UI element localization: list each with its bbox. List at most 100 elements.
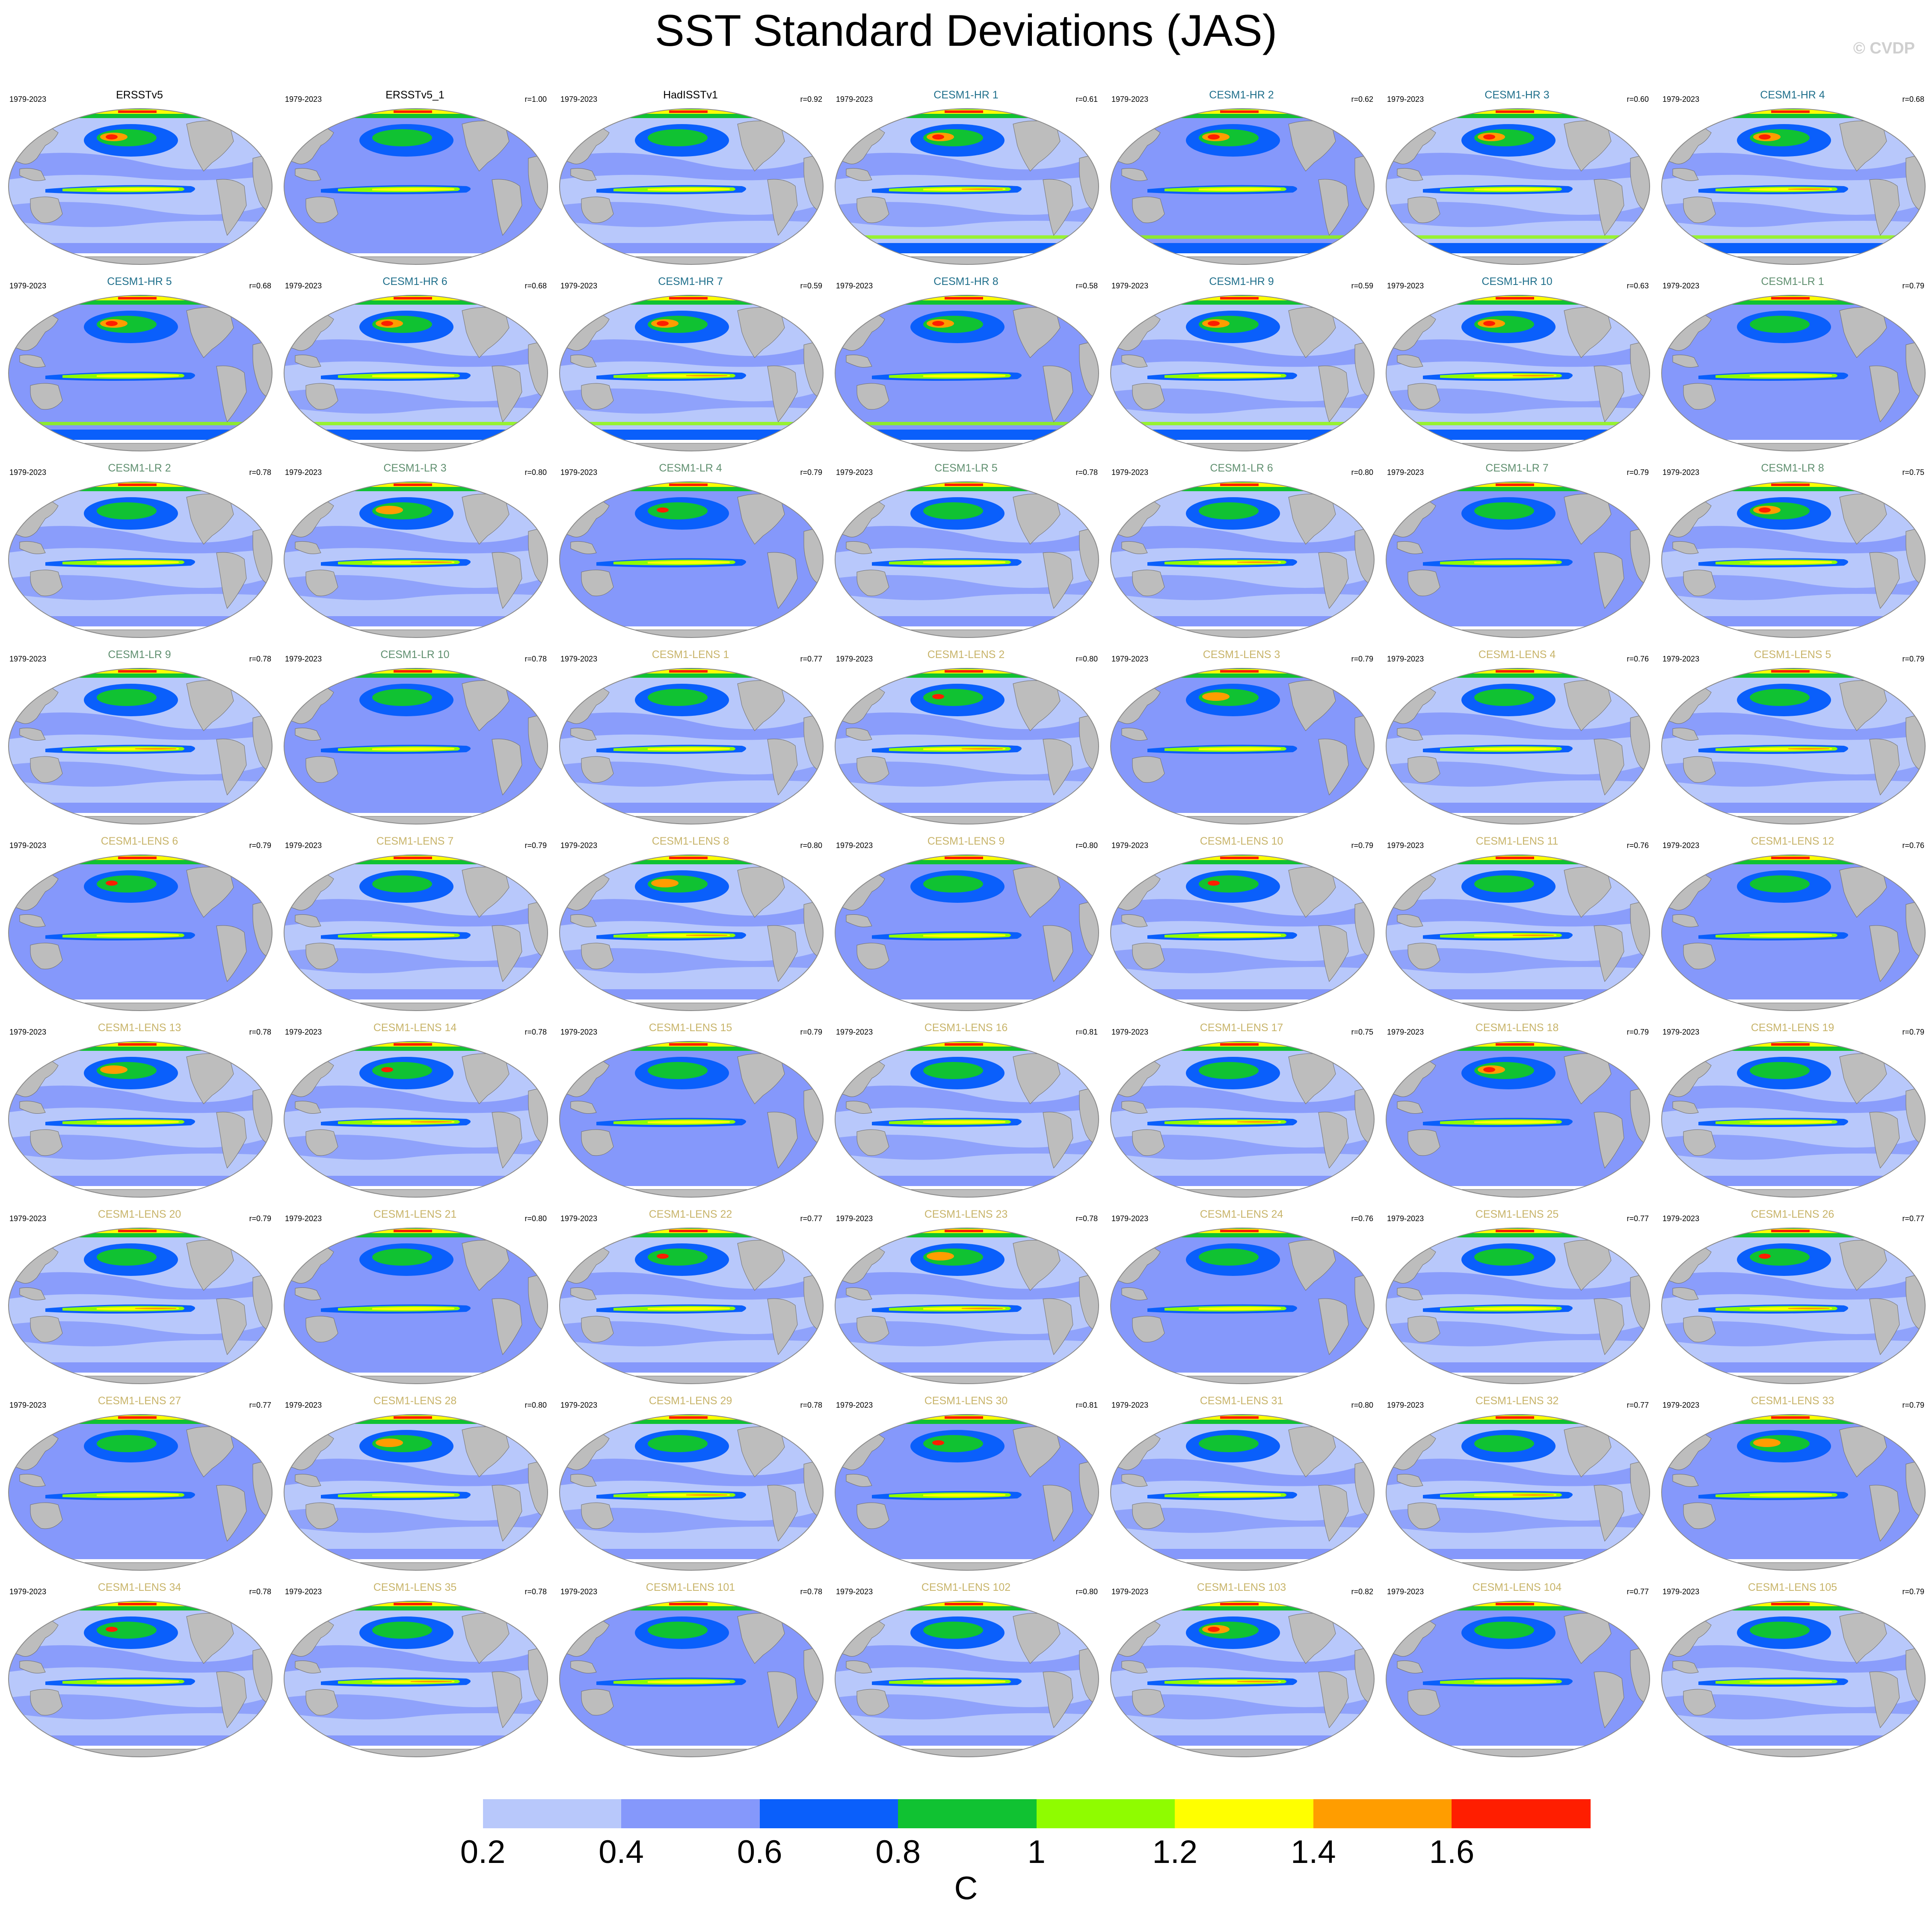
sst-map [284,108,548,265]
watermark: © CVDP [1853,39,1915,57]
panel-period: 1979-2023 [9,95,47,104]
panel-pattern-correlation: r=0.77 [1627,1214,1649,1223]
panel-title: CESM1-LENS 2 [927,649,1005,661]
panel-period: 1979-2023 [560,1028,598,1036]
panel-period: 1979-2023 [1387,282,1424,290]
map-panel: 1979-2023 CESM1-LR 3 r=0.80 [278,462,552,648]
map-panel: 1979-2023 CESM1-LENS 8 r=0.80 [554,835,827,1021]
sst-map [284,1041,548,1198]
panel-title: CESM1-LENS 18 [1475,1022,1559,1034]
map-panel: 1979-2023 CESM1-LENS 18 r=0.79 [1380,1022,1654,1207]
map-panel: 1979-2023 CESM1-LR 5 r=0.78 [829,462,1103,648]
panel-pattern-correlation: r=0.79 [1902,1401,1924,1409]
sst-map [1661,295,1926,451]
panel-pattern-correlation: r=0.80 [524,1401,547,1409]
map-panel: 1979-2023 CESM1-LENS 29 r=0.78 [554,1395,827,1581]
map-panel: 1979-2023 CESM1-LENS 7 r=0.79 [278,835,552,1021]
colorbar-segment [898,1799,1037,1828]
colorbar-segment [621,1799,760,1828]
sst-map [1110,1041,1375,1198]
map-panel: 1979-2023 CESM1-LR 10 r=0.78 [278,649,552,834]
panel-pattern-correlation: r=0.63 [1627,282,1649,290]
panel-title: CESM1-LENS 25 [1475,1208,1559,1220]
panel-title: CESM1-LENS 20 [98,1208,181,1220]
panel-pattern-correlation: r=0.79 [249,1214,271,1223]
panel-title: CESM1-HR 10 [1482,276,1553,288]
panel-title: CESM1-LENS 10 [1200,835,1283,847]
sst-map [835,1414,1099,1571]
panel-pattern-correlation: r=0.79 [1902,1028,1924,1036]
sst-map [559,1228,824,1384]
panel-title: CESM1-LR 2 [108,462,171,474]
panel-period: 1979-2023 [836,282,873,290]
panel-pattern-correlation: r=0.78 [249,468,271,477]
sst-map [1661,668,1926,824]
sst-map [1661,1414,1926,1571]
panel-period: 1979-2023 [285,1587,322,1596]
map-panel: 1979-2023 CESM1-LENS 28 r=0.80 [278,1395,552,1581]
map-panel: 1979-2023 CESM1-LENS 21 r=0.80 [278,1208,552,1394]
panel-period: 1979-2023 [9,1214,47,1223]
panel-title: CESM1-HR 1 [933,89,999,101]
map-panel: 1979-2023 CESM1-LENS 6 r=0.79 [3,835,276,1021]
map-panel: 1979-2023 CESM1-LR 8 r=0.75 [1656,462,1929,648]
colorbar-segment [759,1799,899,1828]
panel-period: 1979-2023 [1387,655,1424,663]
map-panel: 1979-2023 CESM1-HR 3 r=0.60 [1380,89,1654,275]
panel-period: 1979-2023 [1111,1401,1149,1409]
panel-period: 1979-2023 [1111,841,1149,850]
panel-period: 1979-2023 [285,1401,322,1409]
panel-pattern-correlation: r=0.78 [249,655,271,663]
colorbar-tick-label: 1.6 [1429,1834,1475,1870]
panel-title: CESM1-LENS 16 [924,1022,1008,1034]
panel-title: CESM1-LENS 19 [1751,1022,1834,1034]
sst-map [835,481,1099,638]
panel-period: 1979-2023 [836,95,873,104]
map-panel: 1979-2023 CESM1-LENS 17 r=0.75 [1105,1022,1378,1207]
map-panel: 1979-2023 CESM1-HR 7 r=0.59 [554,276,827,461]
panel-title: CESM1-LR 9 [108,649,171,661]
map-panel: 1979-2023 CESM1-LENS 30 r=0.81 [829,1395,1103,1581]
panel-pattern-correlation: r=0.81 [1076,1028,1098,1036]
sst-map [559,295,824,451]
sst-map [1110,481,1375,638]
panel-pattern-correlation: r=0.77 [1627,1401,1649,1409]
map-panel: 1979-2023 CESM1-LENS 1 r=0.77 [554,649,827,834]
panel-period: 1979-2023 [836,1587,873,1596]
panel-title: CESM1-LR 8 [1761,462,1824,474]
map-panel: 1979-2023 CESM1-LENS 101 r=0.78 [554,1581,827,1767]
colorbar-units: C [954,1870,978,1907]
panel-title: CESM1-LENS 8 [652,835,729,847]
panel-pattern-correlation: r=0.78 [524,655,547,663]
panel-title: CESM1-LENS 1 [652,649,729,661]
panel-period: 1979-2023 [1387,841,1424,850]
map-panel: 1979-2023 CESM1-LENS 32 r=0.77 [1380,1395,1654,1581]
panel-period: 1979-2023 [1387,468,1424,477]
panel-title: CESM1-LENS 4 [1478,649,1556,661]
panel-period: 1979-2023 [1111,1214,1149,1223]
map-panel: 1979-2023 CESM1-LENS 10 r=0.79 [1105,835,1378,1021]
panel-period: 1979-2023 [1111,282,1149,290]
panel-pattern-correlation: r=0.79 [1627,468,1649,477]
panel-title: CESM1-LR 10 [380,649,450,661]
panel-pattern-correlation: r=0.68 [524,282,547,290]
panel-pattern-correlation: r=0.79 [1627,1028,1649,1036]
map-panel: 1979-2023 CESM1-LENS 20 r=0.79 [3,1208,276,1394]
panel-pattern-correlation: r=1.00 [524,95,547,104]
map-panel: 1979-2023 CESM1-LR 7 r=0.79 [1380,462,1654,648]
panel-period: 1979-2023 [9,841,47,850]
sst-map [1386,481,1650,638]
panel-title: CESM1-LENS 103 [1197,1581,1286,1593]
panel-period: 1979-2023 [560,282,598,290]
sst-map [8,295,273,451]
panel-period: 1979-2023 [560,655,598,663]
panel-period: 1979-2023 [560,1401,598,1409]
map-panel: 1979-2023 CESM1-LENS 104 r=0.77 [1380,1581,1654,1767]
panel-title: CESM1-LENS 22 [649,1208,732,1220]
sst-map [1386,1601,1650,1757]
map-panel: 1979-2023 CESM1-LENS 27 r=0.77 [3,1395,276,1581]
panel-pattern-correlation: r=0.80 [1351,1401,1373,1409]
sst-map [284,1601,548,1757]
sst-map [8,854,273,1011]
sst-map [559,481,824,638]
